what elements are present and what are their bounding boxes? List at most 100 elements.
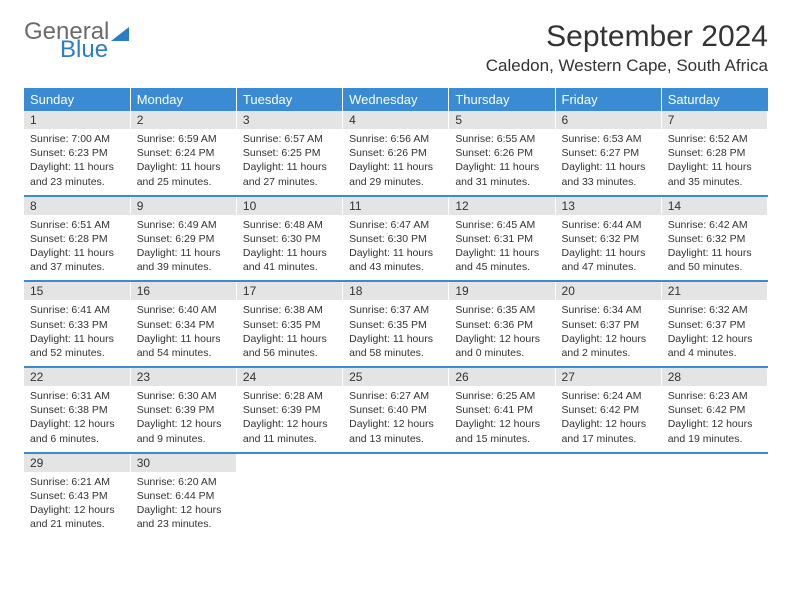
day-details: Sunrise: 6:32 AMSunset: 6:37 PMDaylight:… xyxy=(662,300,767,366)
calendar-cell xyxy=(449,453,555,538)
day-number: 2 xyxy=(131,111,236,129)
logo-text-blue: Blue xyxy=(60,38,129,62)
calendar-cell: 10Sunrise: 6:48 AMSunset: 6:30 PMDayligh… xyxy=(236,196,342,282)
day-details: Sunrise: 6:42 AMSunset: 6:32 PMDaylight:… xyxy=(662,215,767,281)
weekday-header: Sunday xyxy=(24,88,130,111)
weekday-header-row: SundayMondayTuesdayWednesdayThursdayFrid… xyxy=(24,88,768,111)
day-details: Sunrise: 6:51 AMSunset: 6:28 PMDaylight:… xyxy=(24,215,130,281)
calendar-cell xyxy=(343,453,449,538)
calendar-cell: 22Sunrise: 6:31 AMSunset: 6:38 PMDayligh… xyxy=(24,367,130,453)
calendar-cell: 26Sunrise: 6:25 AMSunset: 6:41 PMDayligh… xyxy=(449,367,555,453)
calendar-cell: 11Sunrise: 6:47 AMSunset: 6:30 PMDayligh… xyxy=(343,196,449,282)
calendar-cell xyxy=(236,453,342,538)
calendar-cell: 6Sunrise: 6:53 AMSunset: 6:27 PMDaylight… xyxy=(555,111,661,196)
day-details: Sunrise: 6:53 AMSunset: 6:27 PMDaylight:… xyxy=(556,129,661,195)
day-details: Sunrise: 7:00 AMSunset: 6:23 PMDaylight:… xyxy=(24,129,130,195)
day-details: Sunrise: 6:20 AMSunset: 6:44 PMDaylight:… xyxy=(131,472,236,538)
day-number: 12 xyxy=(449,197,554,215)
calendar-cell: 1Sunrise: 7:00 AMSunset: 6:23 PMDaylight… xyxy=(24,111,130,196)
day-details: Sunrise: 6:35 AMSunset: 6:36 PMDaylight:… xyxy=(449,300,554,366)
day-details: Sunrise: 6:48 AMSunset: 6:30 PMDaylight:… xyxy=(237,215,342,281)
calendar-cell: 12Sunrise: 6:45 AMSunset: 6:31 PMDayligh… xyxy=(449,196,555,282)
day-number: 8 xyxy=(24,197,130,215)
day-number: 7 xyxy=(662,111,767,129)
calendar-cell: 9Sunrise: 6:49 AMSunset: 6:29 PMDaylight… xyxy=(130,196,236,282)
day-number: 25 xyxy=(343,368,448,386)
day-details: Sunrise: 6:49 AMSunset: 6:29 PMDaylight:… xyxy=(131,215,236,281)
calendar-cell: 15Sunrise: 6:41 AMSunset: 6:33 PMDayligh… xyxy=(24,281,130,367)
logo-sail-icon xyxy=(111,27,129,41)
calendar-cell: 13Sunrise: 6:44 AMSunset: 6:32 PMDayligh… xyxy=(555,196,661,282)
calendar-cell: 18Sunrise: 6:37 AMSunset: 6:35 PMDayligh… xyxy=(343,281,449,367)
day-number: 9 xyxy=(131,197,236,215)
day-number: 5 xyxy=(449,111,554,129)
day-number: 3 xyxy=(237,111,342,129)
calendar-row: 1Sunrise: 7:00 AMSunset: 6:23 PMDaylight… xyxy=(24,111,768,196)
calendar-cell: 14Sunrise: 6:42 AMSunset: 6:32 PMDayligh… xyxy=(661,196,767,282)
day-number: 4 xyxy=(343,111,448,129)
day-number: 18 xyxy=(343,282,448,300)
calendar-cell: 19Sunrise: 6:35 AMSunset: 6:36 PMDayligh… xyxy=(449,281,555,367)
day-number: 19 xyxy=(449,282,554,300)
day-details: Sunrise: 6:40 AMSunset: 6:34 PMDaylight:… xyxy=(131,300,236,366)
weekday-header: Saturday xyxy=(661,88,767,111)
calendar-cell: 21Sunrise: 6:32 AMSunset: 6:37 PMDayligh… xyxy=(661,281,767,367)
day-number: 27 xyxy=(556,368,661,386)
location: Caledon, Western Cape, South Africa xyxy=(486,56,768,76)
calendar-cell: 29Sunrise: 6:21 AMSunset: 6:43 PMDayligh… xyxy=(24,453,130,538)
calendar-row: 15Sunrise: 6:41 AMSunset: 6:33 PMDayligh… xyxy=(24,281,768,367)
calendar-cell: 7Sunrise: 6:52 AMSunset: 6:28 PMDaylight… xyxy=(661,111,767,196)
day-number: 28 xyxy=(662,368,767,386)
day-details: Sunrise: 6:41 AMSunset: 6:33 PMDaylight:… xyxy=(24,300,130,366)
weekday-header: Monday xyxy=(130,88,236,111)
day-number: 24 xyxy=(237,368,342,386)
calendar-cell: 24Sunrise: 6:28 AMSunset: 6:39 PMDayligh… xyxy=(236,367,342,453)
day-number: 1 xyxy=(24,111,130,129)
day-details: Sunrise: 6:23 AMSunset: 6:42 PMDaylight:… xyxy=(662,386,767,452)
day-details: Sunrise: 6:47 AMSunset: 6:30 PMDaylight:… xyxy=(343,215,448,281)
calendar-cell: 25Sunrise: 6:27 AMSunset: 6:40 PMDayligh… xyxy=(343,367,449,453)
day-details: Sunrise: 6:24 AMSunset: 6:42 PMDaylight:… xyxy=(556,386,661,452)
day-details: Sunrise: 6:38 AMSunset: 6:35 PMDaylight:… xyxy=(237,300,342,366)
calendar-cell: 30Sunrise: 6:20 AMSunset: 6:44 PMDayligh… xyxy=(130,453,236,538)
day-details: Sunrise: 6:56 AMSunset: 6:26 PMDaylight:… xyxy=(343,129,448,195)
calendar-row: 22Sunrise: 6:31 AMSunset: 6:38 PMDayligh… xyxy=(24,367,768,453)
day-details: Sunrise: 6:25 AMSunset: 6:41 PMDaylight:… xyxy=(449,386,554,452)
title-block: September 2024 Caledon, Western Cape, So… xyxy=(486,20,768,76)
day-number: 11 xyxy=(343,197,448,215)
day-number: 6 xyxy=(556,111,661,129)
calendar-cell xyxy=(661,453,767,538)
calendar-cell: 23Sunrise: 6:30 AMSunset: 6:39 PMDayligh… xyxy=(130,367,236,453)
day-details: Sunrise: 6:34 AMSunset: 6:37 PMDaylight:… xyxy=(556,300,661,366)
weekday-header: Tuesday xyxy=(236,88,342,111)
weekday-header: Friday xyxy=(555,88,661,111)
calendar-cell: 27Sunrise: 6:24 AMSunset: 6:42 PMDayligh… xyxy=(555,367,661,453)
calendar-cell: 20Sunrise: 6:34 AMSunset: 6:37 PMDayligh… xyxy=(555,281,661,367)
header: General Blue September 2024 Caledon, Wes… xyxy=(24,20,768,76)
month-title: September 2024 xyxy=(486,20,768,54)
calendar-cell xyxy=(555,453,661,538)
calendar-cell: 5Sunrise: 6:55 AMSunset: 6:26 PMDaylight… xyxy=(449,111,555,196)
day-number: 26 xyxy=(449,368,554,386)
day-number: 15 xyxy=(24,282,130,300)
day-number: 17 xyxy=(237,282,342,300)
day-details: Sunrise: 6:27 AMSunset: 6:40 PMDaylight:… xyxy=(343,386,448,452)
calendar-cell: 16Sunrise: 6:40 AMSunset: 6:34 PMDayligh… xyxy=(130,281,236,367)
day-number: 13 xyxy=(556,197,661,215)
day-details: Sunrise: 6:37 AMSunset: 6:35 PMDaylight:… xyxy=(343,300,448,366)
calendar-table: SundayMondayTuesdayWednesdayThursdayFrid… xyxy=(24,88,768,537)
day-details: Sunrise: 6:55 AMSunset: 6:26 PMDaylight:… xyxy=(449,129,554,195)
day-number: 21 xyxy=(662,282,767,300)
calendar-cell: 8Sunrise: 6:51 AMSunset: 6:28 PMDaylight… xyxy=(24,196,130,282)
day-details: Sunrise: 6:45 AMSunset: 6:31 PMDaylight:… xyxy=(449,215,554,281)
day-details: Sunrise: 6:57 AMSunset: 6:25 PMDaylight:… xyxy=(237,129,342,195)
day-number: 29 xyxy=(24,454,130,472)
day-details: Sunrise: 6:30 AMSunset: 6:39 PMDaylight:… xyxy=(131,386,236,452)
day-number: 30 xyxy=(131,454,236,472)
day-details: Sunrise: 6:28 AMSunset: 6:39 PMDaylight:… xyxy=(237,386,342,452)
calendar-row: 29Sunrise: 6:21 AMSunset: 6:43 PMDayligh… xyxy=(24,453,768,538)
calendar-cell: 2Sunrise: 6:59 AMSunset: 6:24 PMDaylight… xyxy=(130,111,236,196)
day-number: 22 xyxy=(24,368,130,386)
day-details: Sunrise: 6:44 AMSunset: 6:32 PMDaylight:… xyxy=(556,215,661,281)
calendar-row: 8Sunrise: 6:51 AMSunset: 6:28 PMDaylight… xyxy=(24,196,768,282)
